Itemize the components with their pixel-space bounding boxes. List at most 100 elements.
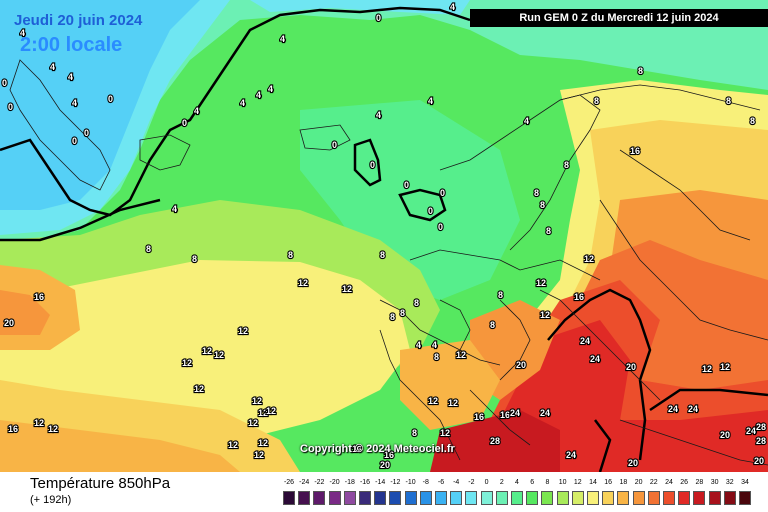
scale-swatch: [602, 491, 615, 505]
footer-bar: Température 850hPa (+ 192h) -26 -24 -22 -20…: [0, 472, 768, 512]
isotherm-24-east: [547, 288, 652, 461]
map-label: 12: [254, 450, 264, 460]
isotherm-24-south: [594, 419, 612, 472]
map-label: 24: [540, 408, 550, 418]
map-label: 4: [194, 106, 199, 116]
scale-swatch: [693, 491, 706, 505]
scale-swatch: [450, 491, 463, 505]
isotherm-labels: 4 0 4 4 4 0 4 4 4 0 4 0 4 4 4 4 0 4 0 0 …: [1, 1, 767, 471]
scale-label: -6: [437, 479, 445, 486]
scale-swatch: [526, 491, 539, 505]
scale-label: 28: [695, 479, 704, 486]
map-label: 24: [668, 404, 678, 414]
map-label: 12: [584, 254, 594, 264]
isotherm-24-far-east: [649, 388, 768, 412]
scale-swatch: [313, 491, 326, 505]
scale-label: -8: [422, 479, 429, 486]
map-label: 20: [516, 360, 526, 370]
scale-label: 16: [604, 479, 613, 486]
scale-label: -22: [314, 479, 325, 486]
map-label: 12: [258, 438, 268, 448]
map-label: 12: [702, 364, 712, 374]
map-label: 24: [688, 404, 698, 414]
scale-swatch: [343, 491, 356, 505]
scale-swatch: [404, 491, 417, 505]
map-label: 8: [288, 250, 293, 260]
scale-label: 6: [530, 479, 535, 486]
isotherm-0-west: [0, 198, 161, 242]
scale-label: 12: [573, 479, 582, 486]
map-label: 20: [626, 362, 636, 372]
map-label: 0: [428, 206, 433, 216]
map-label: 0: [376, 13, 381, 23]
map-label: 8: [146, 244, 151, 254]
scale-label: -14: [375, 479, 386, 486]
scale-label: 2: [499, 479, 504, 486]
map-label: 8: [540, 200, 545, 210]
scale-label: -2: [468, 479, 475, 486]
map-label: 12: [266, 406, 276, 416]
forecast-time: 2:00 locale: [20, 34, 123, 56]
scale-swatch: [298, 491, 311, 505]
map-label: 4: [256, 90, 261, 100]
parameter-title: Température 850hPa: [30, 475, 171, 492]
map-label: 24: [580, 336, 590, 346]
map-label: 20: [628, 458, 638, 468]
scale-label: 14: [589, 479, 597, 486]
map-label: 12: [34, 418, 44, 428]
map-label: 8: [638, 66, 643, 76]
map-label: 4: [72, 98, 77, 108]
map-label: 12: [720, 362, 730, 372]
map-label: 0: [332, 140, 337, 150]
scale-swatch: [587, 491, 599, 505]
isotherm-0-north: [0, 6, 471, 217]
scale-swatch: [556, 491, 569, 505]
scale-swatch: [511, 491, 523, 505]
field-20c-west: [0, 290, 50, 335]
isotherm-0-britain: [398, 188, 447, 222]
scale-label: 20: [634, 479, 643, 486]
scale-swatch: [708, 491, 721, 505]
scale-swatch: [435, 491, 447, 505]
map-label: 8: [726, 96, 731, 106]
scale-label: 0: [484, 479, 489, 486]
map-label: 8: [546, 226, 551, 236]
map-label: 4: [68, 72, 73, 82]
scale-swatch: [647, 491, 660, 505]
scale-label: -10: [405, 479, 416, 486]
field-12c: [0, 260, 410, 440]
map-label: 8: [192, 254, 197, 264]
map-label: 12: [214, 350, 224, 360]
copyright-text: Copyright © 2024 Meteociel.fr: [300, 443, 455, 455]
map-label: 12: [342, 284, 352, 294]
map-label: 0: [182, 118, 187, 128]
map-label: 8: [498, 290, 503, 300]
scale-label: 18: [619, 479, 628, 486]
map-label: 12: [428, 396, 438, 406]
scale-swatch: [678, 491, 691, 505]
map-label: 4: [376, 110, 381, 120]
map-label: 16: [500, 410, 510, 420]
map-label: 8: [412, 428, 417, 438]
scale-label: -16: [359, 479, 371, 486]
field-18c-central: [400, 340, 500, 430]
scale-swatch: [374, 491, 387, 505]
map-label: 24: [590, 354, 600, 364]
map-label: 24: [510, 408, 520, 418]
forecast-date: Jeudi 20 juin 2024: [14, 12, 143, 29]
map-label: 16: [574, 292, 584, 302]
scale-swatch: [328, 491, 341, 505]
map-label: 8: [414, 298, 419, 308]
scale-label: 4: [515, 479, 519, 486]
map-label: 20: [380, 460, 390, 470]
scale-label: 10: [558, 479, 567, 486]
scale-label: 30: [710, 479, 719, 486]
map-label: 8: [534, 188, 539, 198]
map-label: 4: [50, 62, 55, 72]
scale-swatch: [541, 491, 554, 505]
map-label: 0: [438, 222, 443, 232]
map-label: 8: [490, 320, 495, 330]
map-label: 12: [48, 424, 58, 434]
map-label: 16: [474, 412, 484, 422]
scale-swatch: [359, 491, 371, 505]
